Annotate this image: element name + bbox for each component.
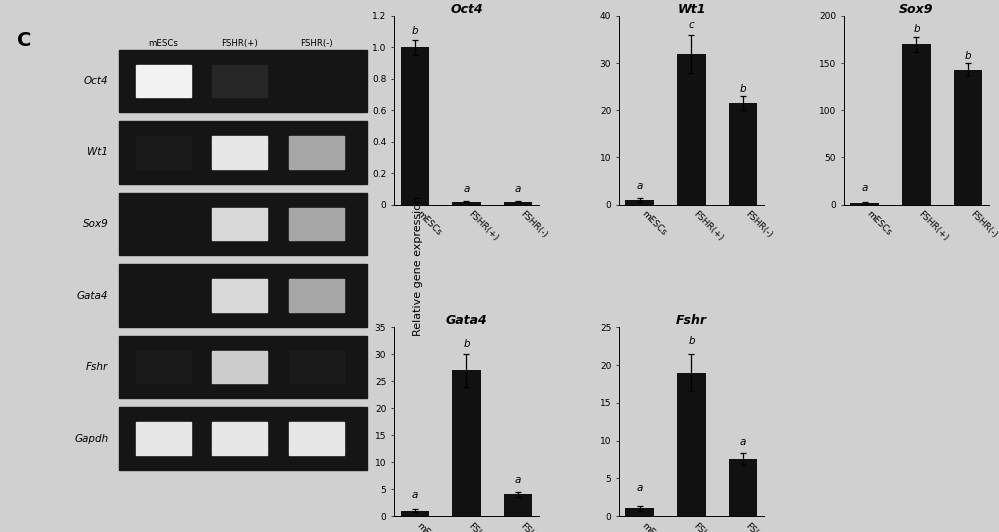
- Bar: [120, 408, 368, 470]
- Bar: [136, 136, 191, 169]
- Text: b: b: [464, 339, 470, 349]
- Bar: [729, 103, 757, 205]
- Bar: [213, 422, 267, 455]
- Bar: [289, 279, 344, 312]
- Text: c: c: [688, 20, 694, 30]
- Title: Gata4: Gata4: [446, 314, 488, 327]
- Text: a: a: [412, 490, 418, 500]
- Bar: [625, 200, 654, 205]
- Bar: [289, 136, 344, 169]
- Text: b: b: [965, 51, 971, 61]
- Bar: [213, 351, 267, 383]
- Bar: [902, 44, 931, 205]
- Text: b: b: [412, 27, 418, 36]
- Text: D: D: [400, 31, 416, 50]
- Bar: [120, 264, 368, 327]
- Bar: [850, 203, 879, 205]
- Text: Wt1: Wt1: [88, 147, 109, 157]
- Bar: [453, 370, 481, 516]
- Bar: [120, 193, 368, 255]
- Text: b: b: [740, 84, 746, 94]
- Bar: [401, 511, 429, 516]
- Bar: [120, 121, 368, 184]
- Bar: [289, 422, 344, 455]
- Text: Sox9: Sox9: [83, 219, 109, 229]
- Text: a: a: [515, 475, 521, 485]
- Bar: [120, 336, 368, 398]
- Text: b: b: [688, 336, 694, 346]
- Text: a: a: [740, 437, 746, 446]
- Bar: [213, 207, 267, 240]
- Text: Oct4: Oct4: [84, 76, 109, 86]
- Bar: [213, 279, 267, 312]
- Text: Relative gene expression: Relative gene expression: [413, 196, 423, 336]
- Text: a: a: [636, 484, 643, 493]
- Text: Fshr: Fshr: [86, 362, 109, 372]
- Bar: [453, 202, 481, 205]
- Bar: [677, 54, 705, 205]
- Text: C: C: [17, 31, 32, 50]
- Bar: [213, 136, 267, 169]
- Text: FSHR(-): FSHR(-): [300, 39, 333, 48]
- Text: Gapdh: Gapdh: [74, 434, 109, 444]
- Bar: [401, 47, 429, 205]
- Text: a: a: [515, 184, 521, 194]
- Bar: [504, 494, 532, 516]
- Text: a: a: [636, 180, 643, 190]
- Bar: [954, 70, 982, 205]
- Title: Wt1: Wt1: [677, 3, 705, 16]
- Text: FSHR(+): FSHR(+): [222, 39, 258, 48]
- Bar: [729, 460, 757, 516]
- Text: mESCs: mESCs: [148, 39, 178, 48]
- Bar: [625, 509, 654, 516]
- Title: Oct4: Oct4: [451, 3, 483, 16]
- Bar: [504, 202, 532, 205]
- Bar: [120, 49, 368, 112]
- Bar: [289, 207, 344, 240]
- Text: a: a: [861, 184, 868, 193]
- Bar: [677, 372, 705, 516]
- Title: Sox9: Sox9: [899, 3, 934, 16]
- Bar: [213, 65, 267, 97]
- Text: Gata4: Gata4: [77, 290, 109, 301]
- Text: a: a: [464, 184, 470, 194]
- Bar: [289, 351, 344, 383]
- Text: b: b: [913, 24, 920, 34]
- Bar: [136, 422, 191, 455]
- Bar: [136, 351, 191, 383]
- Bar: [136, 65, 191, 97]
- Title: Fshr: Fshr: [676, 314, 707, 327]
